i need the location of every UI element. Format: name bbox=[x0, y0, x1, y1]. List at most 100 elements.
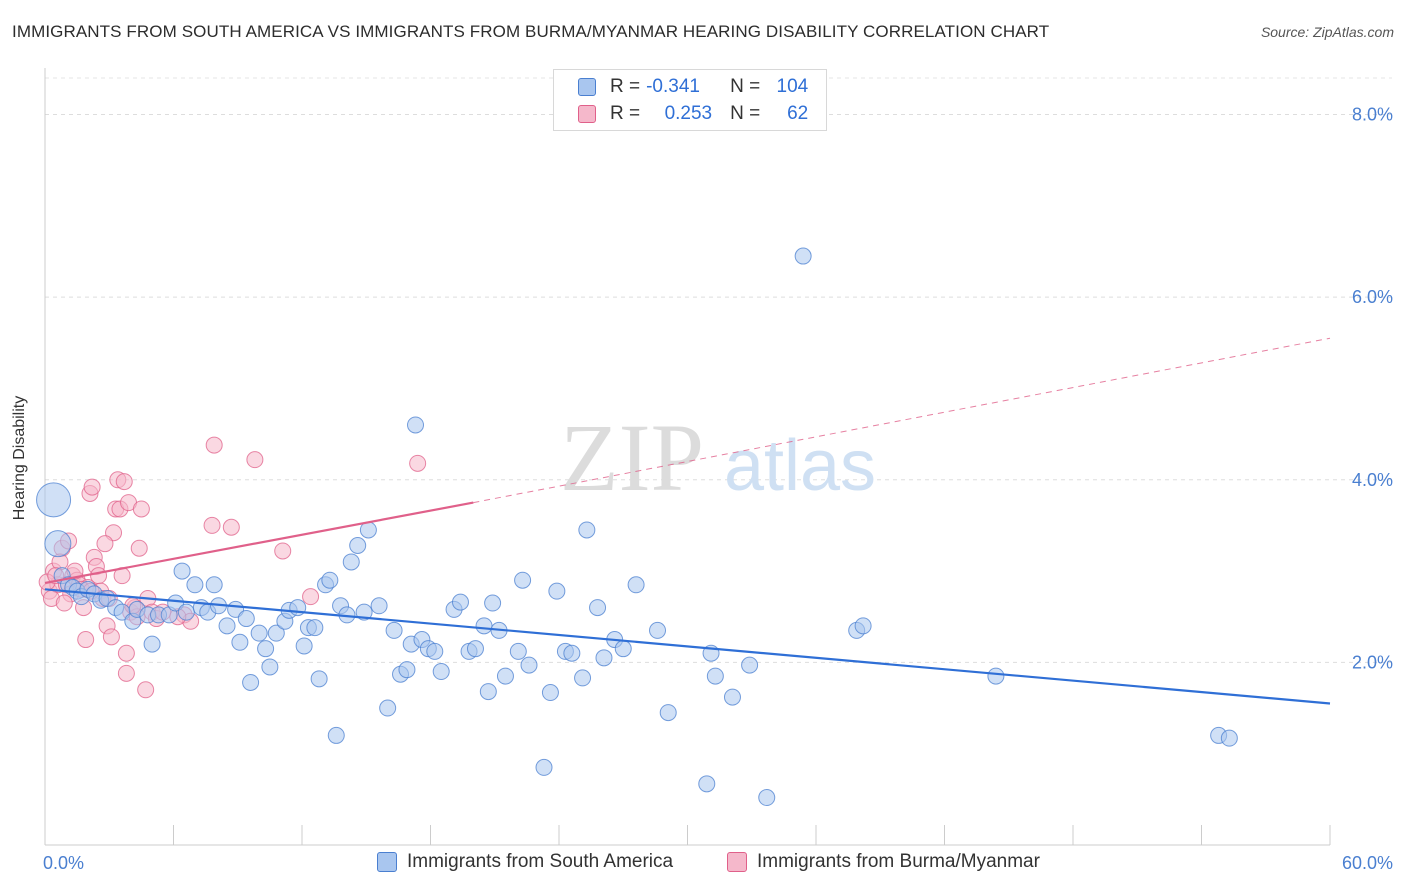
legend-r-label: R = bbox=[610, 103, 641, 124]
south-america-point bbox=[595, 649, 613, 667]
south-america-point bbox=[649, 621, 667, 639]
south-america-point bbox=[475, 617, 493, 635]
south-america-point bbox=[614, 640, 632, 658]
burma-point bbox=[83, 478, 101, 496]
south-america-point bbox=[854, 617, 872, 635]
y-tick-label: 2.0% bbox=[1352, 652, 1393, 672]
south-america-point bbox=[1220, 729, 1238, 747]
legend-r-value: -0.341 bbox=[646, 76, 700, 97]
legend-row-south-america: R = -0.341 N = 104 bbox=[578, 74, 808, 100]
south-america-point bbox=[535, 758, 553, 776]
south-america-point bbox=[349, 537, 367, 555]
bottom-legend-south-america: Immigrants from South America bbox=[377, 851, 673, 873]
south-america-point bbox=[659, 704, 677, 722]
bottom-legend-swatch-blue bbox=[377, 852, 397, 872]
y-tick-label: 4.0% bbox=[1352, 470, 1393, 490]
series-burma-points bbox=[38, 436, 427, 699]
burma-point bbox=[222, 518, 240, 536]
burma-point bbox=[102, 628, 120, 646]
burma-point bbox=[246, 451, 264, 469]
trend-line-burma-extension bbox=[473, 337, 1331, 504]
bottom-legend-burma: Immigrants from Burma/Myanmar bbox=[727, 851, 1040, 873]
legend-r-label: R = bbox=[610, 76, 641, 97]
south-america-point bbox=[426, 642, 444, 660]
south-america-point bbox=[758, 789, 776, 807]
south-america-point bbox=[627, 576, 645, 594]
bottom-legend-swatch-pink bbox=[727, 852, 747, 872]
burma-point bbox=[409, 454, 427, 472]
legend-r-value: 0.253 bbox=[664, 103, 713, 124]
y-tick-label: 8.0% bbox=[1352, 105, 1393, 125]
south-america-point bbox=[231, 633, 249, 651]
axes bbox=[44, 68, 1331, 846]
south-america-point bbox=[578, 521, 596, 539]
grid-lines bbox=[45, 77, 1392, 663]
south-america-point bbox=[698, 775, 716, 793]
series-south-america-points bbox=[36, 247, 1238, 807]
south-america-point bbox=[723, 688, 741, 706]
south-america-point bbox=[987, 667, 1005, 685]
south-america-point bbox=[267, 624, 285, 642]
south-america-point bbox=[306, 619, 324, 637]
south-america-point bbox=[370, 597, 388, 615]
legend-row-burma: R = 0.253 N = 62 bbox=[578, 101, 808, 127]
south-america-point bbox=[741, 656, 759, 674]
south-america-point bbox=[520, 656, 538, 674]
burma-point bbox=[130, 539, 148, 557]
south-america-point bbox=[706, 667, 724, 685]
south-america-point bbox=[574, 669, 592, 687]
correlation-legend: R = -0.341 N = 104 R = 0.253 N = 62 bbox=[553, 69, 827, 131]
trend-line-burma bbox=[44, 501, 474, 585]
south-america-point bbox=[242, 673, 260, 691]
south-america-point bbox=[385, 621, 403, 639]
legend-n-value: 62 bbox=[787, 103, 809, 124]
south-america-point bbox=[563, 644, 581, 662]
south-america-point bbox=[541, 684, 559, 702]
south-america-point bbox=[205, 576, 223, 594]
watermark: ZIP atlas bbox=[560, 404, 876, 511]
south-america-point bbox=[321, 571, 339, 589]
south-america-point bbox=[173, 562, 191, 580]
trend-line-south-america bbox=[44, 588, 1331, 705]
south-america-point bbox=[36, 482, 72, 518]
legend-n-value: 104 bbox=[776, 76, 809, 97]
south-america-point bbox=[250, 624, 268, 642]
south-america-point bbox=[509, 642, 527, 660]
burma-point bbox=[132, 500, 150, 518]
x-tick-label-min: 0.0% bbox=[43, 853, 84, 873]
south-america-point bbox=[479, 683, 497, 701]
south-america-point bbox=[548, 582, 566, 600]
south-america-point bbox=[186, 576, 204, 594]
south-america-point bbox=[484, 594, 502, 612]
south-america-point bbox=[496, 667, 514, 685]
south-america-point bbox=[794, 247, 812, 265]
south-america-point bbox=[379, 699, 397, 717]
south-america-point bbox=[451, 593, 469, 611]
burma-point bbox=[117, 664, 135, 682]
burma-point bbox=[115, 473, 133, 491]
south-america-point bbox=[589, 599, 607, 617]
burma-point bbox=[205, 436, 223, 454]
south-america-point bbox=[327, 726, 345, 744]
legend-swatch-blue bbox=[578, 78, 596, 96]
bottom-legend-label: Immigrants from South America bbox=[407, 851, 674, 872]
south-america-point bbox=[177, 603, 195, 621]
south-america-point bbox=[355, 603, 373, 621]
south-america-point bbox=[143, 635, 161, 653]
south-america-point bbox=[398, 661, 416, 679]
south-america-point bbox=[432, 663, 450, 681]
x-tick-label-max: 60.0% bbox=[1342, 853, 1393, 873]
burma-point bbox=[203, 516, 221, 534]
south-america-point bbox=[466, 640, 484, 658]
burma-point bbox=[137, 681, 155, 699]
south-america-point bbox=[261, 658, 279, 676]
burma-point bbox=[302, 588, 320, 606]
south-america-point bbox=[44, 530, 72, 558]
legend-n-label: N = bbox=[730, 103, 761, 124]
south-america-point bbox=[257, 640, 275, 658]
burma-point bbox=[274, 542, 292, 560]
burma-point bbox=[90, 567, 108, 585]
south-america-point bbox=[407, 416, 425, 434]
south-america-point bbox=[310, 670, 328, 688]
